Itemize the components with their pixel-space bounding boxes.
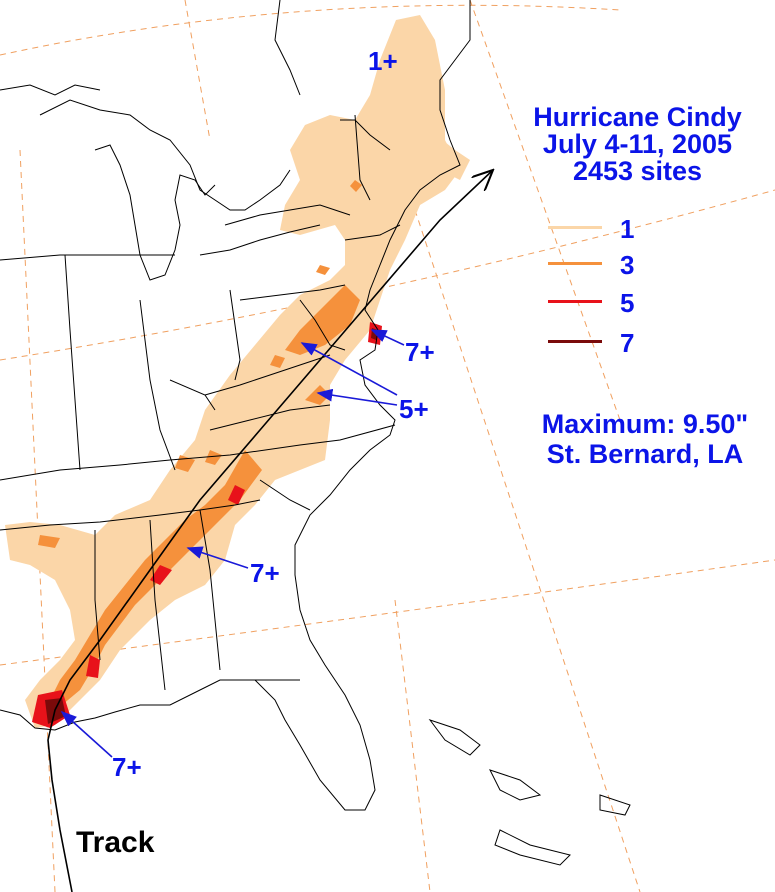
annotation-georgia: 7+ — [250, 558, 280, 588]
annotation-new-england: 1+ — [368, 46, 398, 76]
legend-label: 7 — [620, 328, 635, 358]
annotation-louisiana: 7+ — [112, 752, 142, 782]
legend-item: 3 — [548, 250, 668, 280]
annotation-arrows — [60, 329, 405, 758]
legend-swatch-5 — [548, 300, 602, 303]
rainfall-1in — [5, 15, 470, 728]
track-label: Track — [76, 826, 155, 859]
legend-label: 5 — [620, 288, 635, 318]
annotation-delmarva: 7+ — [405, 337, 435, 367]
legend-item: 7 — [548, 328, 668, 358]
hurricane-track — [47, 170, 493, 892]
state-boundaries — [0, 0, 631, 866]
legend-swatch-1 — [548, 226, 602, 229]
map-title: Hurricane Cindy — [533, 102, 742, 132]
legend-label: 1 — [620, 214, 635, 244]
maximum-location: St. Bernard, LA — [546, 439, 744, 469]
legend-swatch-3 — [548, 262, 602, 265]
annotation-virginia: 5+ — [399, 394, 429, 424]
legend-item: 1 — [548, 214, 668, 244]
maximum-value: Maximum: 9.50" — [541, 409, 749, 439]
legend-label: 3 — [620, 250, 635, 280]
map-site-count: 2453 sites — [572, 156, 703, 186]
legend-swatch-7 — [548, 340, 602, 343]
map-date-range: July 4-11, 2005 — [542, 129, 733, 159]
legend-item: 5 — [548, 288, 668, 318]
